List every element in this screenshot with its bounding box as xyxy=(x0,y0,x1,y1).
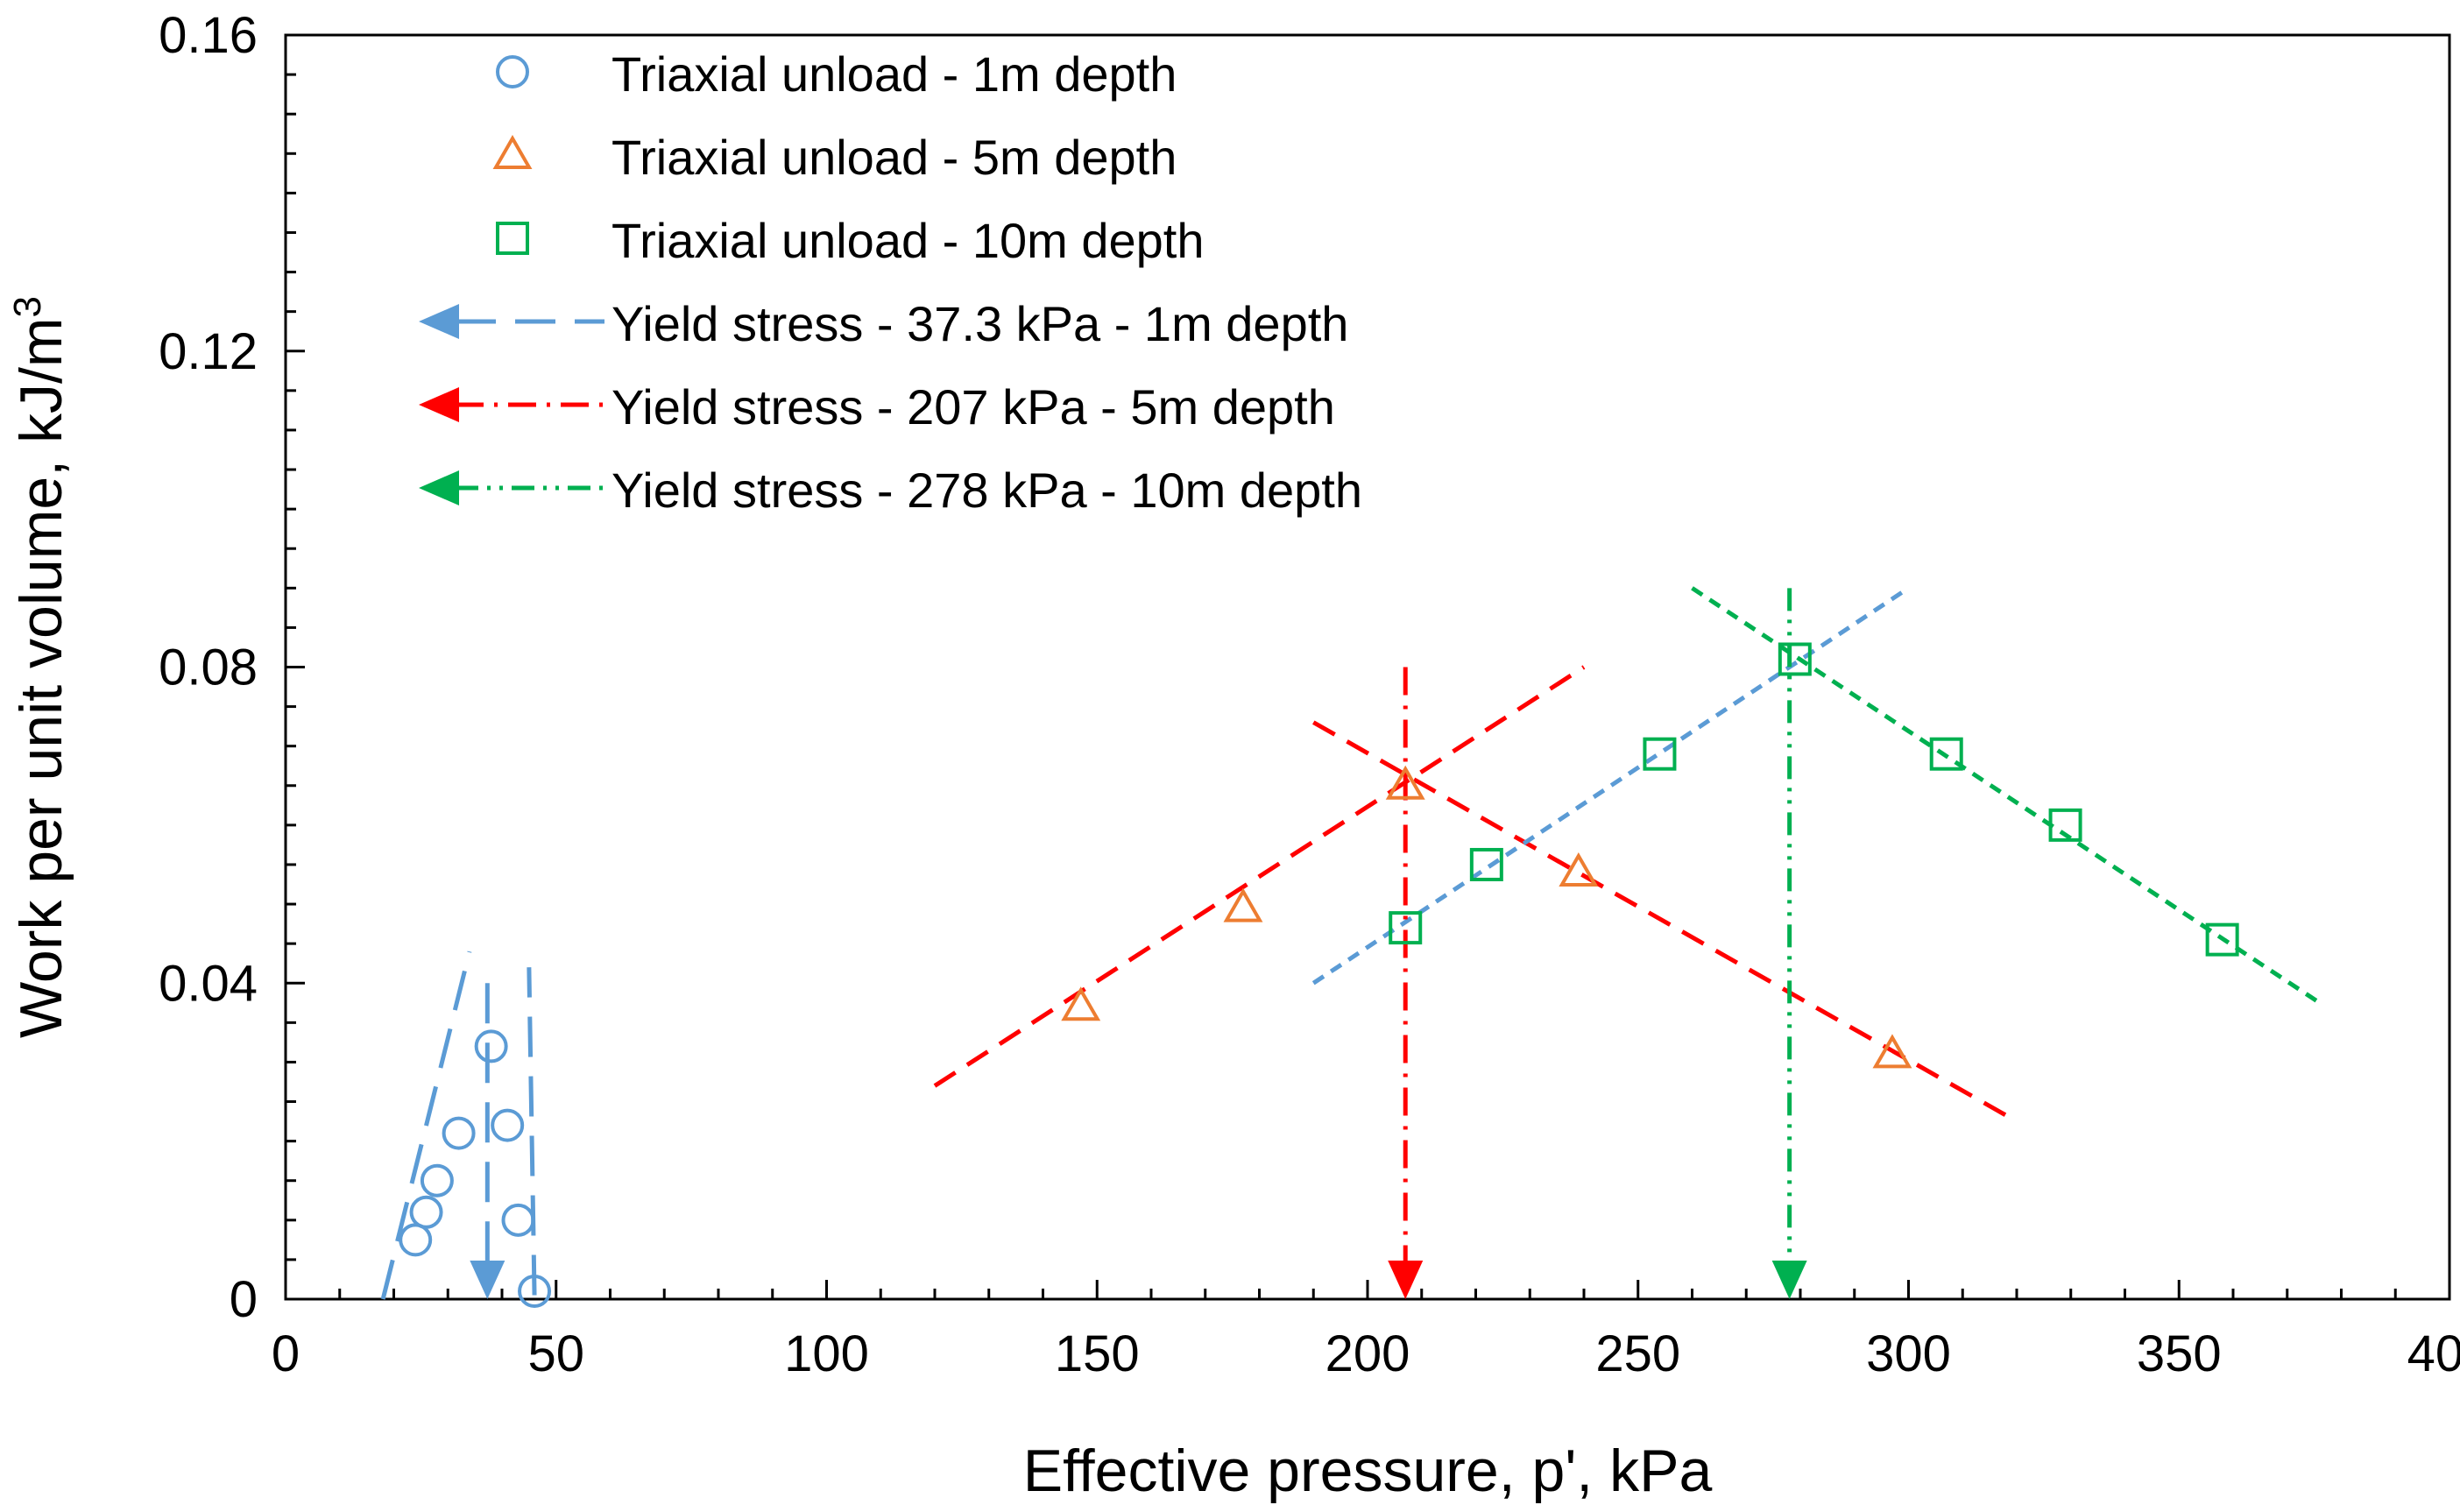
trend-line xyxy=(933,665,1586,1088)
data-point xyxy=(1061,986,1101,1021)
data-point xyxy=(1778,642,1812,676)
legend-label: Yield stress - 37.3 kPa - 1m depth xyxy=(611,296,1348,351)
x-tick-label: 200 xyxy=(1325,1325,1410,1382)
legend-label: Triaxial unload - 5m depth xyxy=(611,130,1177,185)
data-point xyxy=(1469,847,1503,881)
trend-line xyxy=(1312,720,2018,1124)
y-tick-label: 0.08 xyxy=(159,639,258,696)
legend-label: Triaxial unload - 1m depth xyxy=(611,46,1177,102)
data-point xyxy=(1929,737,1963,771)
y-axis-title: Work per unit volume, kJ/m3 xyxy=(6,296,75,1038)
data-point xyxy=(2048,808,2082,842)
legend-marker xyxy=(496,55,529,88)
y-axis-title-main: Work per unit volume, kJ/m xyxy=(8,317,74,1038)
trend-line xyxy=(380,950,472,1300)
data-point xyxy=(1385,765,1425,800)
legend-marker xyxy=(496,222,529,255)
legend-label: Yield stress - 207 kPa - 5m depth xyxy=(611,379,1335,435)
y-tick-label: 0.16 xyxy=(159,7,258,64)
yield-stress-arrowhead xyxy=(1771,1261,1807,1299)
y-axis-title-superscript: 3 xyxy=(6,296,49,317)
data-point xyxy=(1223,887,1263,922)
data-markers xyxy=(399,642,2239,1308)
x-tick-label: 100 xyxy=(784,1325,869,1382)
x-tick-label: 350 xyxy=(2137,1325,2222,1382)
data-point xyxy=(420,1163,454,1198)
data-point xyxy=(501,1203,535,1237)
x-tick-label: 0 xyxy=(272,1325,300,1382)
trend-line xyxy=(527,967,537,1296)
y-tick-label: 0 xyxy=(230,1271,258,1328)
x-tick-label: 150 xyxy=(1055,1325,1140,1382)
legend-marker xyxy=(492,134,533,169)
data-point xyxy=(1559,851,1599,887)
data-point xyxy=(518,1274,552,1308)
data-point xyxy=(491,1108,525,1142)
data-point xyxy=(409,1195,443,1229)
data-point xyxy=(442,1116,476,1150)
x-tick-label: 300 xyxy=(1866,1325,1951,1382)
data-point xyxy=(1643,737,1677,771)
legend-label: Triaxial unload - 10m depth xyxy=(611,213,1205,268)
x-axis-title: Effective pressure, p', kPa xyxy=(1023,1438,1713,1504)
axis-ticks xyxy=(284,33,2451,1301)
legend-arrowhead xyxy=(419,387,459,422)
x-tick-label: 400 xyxy=(2407,1325,2460,1382)
y-tick-label: 0.12 xyxy=(159,323,258,380)
data-point xyxy=(399,1223,433,1257)
legend-arrowhead xyxy=(419,470,459,505)
data-point xyxy=(1389,911,1423,945)
legend-label: Yield stress - 278 kPa - 10m depth xyxy=(611,463,1362,518)
yield-stress-lines xyxy=(470,588,1807,1299)
y-tick-label: 0.04 xyxy=(159,955,258,1012)
yield-stress-arrowhead xyxy=(470,1261,505,1299)
data-point xyxy=(474,1029,508,1063)
legend-arrowhead xyxy=(419,304,459,339)
yield-stress-arrowhead xyxy=(1388,1261,1424,1299)
tick-labels: 0 50 100 150 200 250 300 350 400 0 0.04 0.08 0.12 0.1… xyxy=(159,7,2460,1382)
x-tick-label: 250 xyxy=(1595,1325,1680,1382)
legend: Triaxial unload - 1m depth Triaxial unloa… xyxy=(419,46,1362,518)
x-tick-label: 50 xyxy=(527,1325,584,1382)
data-point xyxy=(2205,922,2239,957)
data-point xyxy=(1872,1034,1912,1069)
